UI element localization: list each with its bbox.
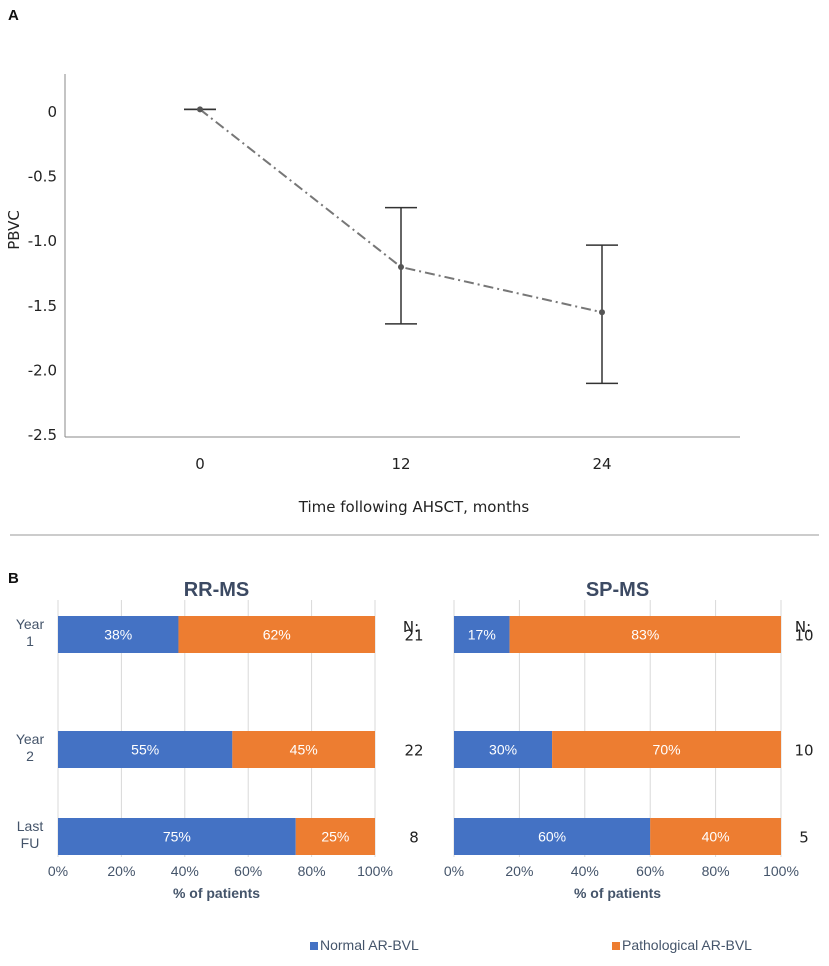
panel-b-xtick-label: 80% <box>298 863 326 879</box>
panel-b-xtick-label: 100% <box>763 863 799 879</box>
panel-b-bar-pathological <box>552 731 781 768</box>
panel-b-bar-normal <box>58 818 296 855</box>
legend-label-normal: Normal AR-BVL <box>320 937 419 953</box>
panel-b-xtick-label: 60% <box>636 863 664 879</box>
legend: Normal AR-BVL Pathological AR-BVL <box>310 937 752 953</box>
panel-b-bar-normal <box>58 616 179 653</box>
panel-b-spms-chart: SP-MS 0% 20% 40% 60% 80% 100% % of patients N: 17… <box>444 579 814 901</box>
panel-b-subtitle: RR-MS <box>184 579 250 601</box>
panel-a-ylabel: PBVC <box>5 210 23 250</box>
panel-b-bar-pathological <box>650 818 781 855</box>
panel-b-xtick-label: 60% <box>234 863 262 879</box>
panel-b-n-value: 10 <box>794 742 813 760</box>
panel-b-n-value: 10 <box>794 627 813 645</box>
panel-b-subtitle: SP-MS <box>586 579 649 601</box>
panel-b-bar-label: 30% <box>489 742 517 758</box>
panel-a-xtick-label: 12 <box>391 455 410 473</box>
panel-b-xtick-label: 0% <box>48 863 68 879</box>
panel-b-bar-label: 45% <box>290 742 318 758</box>
panel-a-xtick-label: 0 <box>195 455 205 473</box>
panel-b-category-label: Year 1 <box>16 616 45 649</box>
panel-b-xtick-label: 80% <box>702 863 730 879</box>
panel-b-bar-label: 55% <box>131 742 159 758</box>
panel-b-n-value: 5 <box>799 829 809 847</box>
panel-a-data-point <box>197 106 203 113</box>
legend-label-pathological: Pathological AR-BVL <box>622 937 752 953</box>
panel-a-data-point <box>599 309 605 316</box>
panel-b-n-value: 8 <box>409 829 419 847</box>
panel-b-n-header: N: <box>795 618 811 636</box>
panel-a-ytick-label: -2.0 <box>28 361 57 379</box>
panel-b-n-value: 21 <box>404 627 423 645</box>
panel-b-bar-label: 38% <box>104 627 132 643</box>
panel-b-bar-pathological <box>295 818 375 855</box>
panel-label-a: A <box>8 7 19 24</box>
panel-b-xtick-label: 40% <box>571 863 599 879</box>
panel-b-bar-normal <box>454 616 510 653</box>
panel-b-category-label: Year 2 <box>16 731 45 764</box>
panel-a-line-chart: PBVC Time following AHSCT, months 0 -0.5 -… <box>5 74 740 516</box>
panel-b-bar-label: 62% <box>263 627 291 643</box>
panel-b-bar-normal <box>454 818 651 855</box>
panel-b-bar-label: 25% <box>321 829 349 845</box>
panel-a-data-point <box>398 264 404 271</box>
panel-b-n-header: N: <box>403 618 419 636</box>
panel-b-xtick-label: 100% <box>357 863 393 879</box>
panel-b-bar-normal <box>58 731 233 768</box>
panel-a-ytick-label: -1.5 <box>28 297 57 315</box>
panel-b-bar-label: 70% <box>653 742 681 758</box>
panel-a-ytick-label: -2.5 <box>28 426 57 444</box>
panel-b-xtick-label: 0% <box>444 863 464 879</box>
panel-a-ytick-label: -1.0 <box>28 232 57 250</box>
panel-a-ytick-label: -0.5 <box>28 168 57 186</box>
panel-b-category-label: Last FU <box>17 818 44 851</box>
panel-b-bar-label: 75% <box>163 829 191 845</box>
panel-a-xlabel: Time following AHSCT, months <box>298 498 530 516</box>
panel-b-bar-label: 17% <box>468 627 496 643</box>
panel-b-bar-pathological <box>232 731 375 768</box>
panel-b-bar-label: 60% <box>538 829 566 845</box>
legend-swatch-pathological <box>612 942 620 950</box>
panel-b-bar-normal <box>454 731 553 768</box>
panel-b-xtick-label: 40% <box>171 863 199 879</box>
panel-b-xtick-label: 20% <box>107 863 135 879</box>
panel-b-n-value: 22 <box>404 742 423 760</box>
panel-b-bar-label: 40% <box>702 829 730 845</box>
panel-b-bar-pathological <box>509 616 781 653</box>
panel-b-rrms-chart: RR-MS 0% 20% 40% 60% 80% 100% % of patients N: 38… <box>16 579 424 901</box>
panel-b-bar-pathological <box>178 616 375 653</box>
panel-b-xlabel: % of patients <box>574 885 661 901</box>
panel-label-b: B <box>8 570 19 587</box>
panel-b-xtick-label: 20% <box>505 863 533 879</box>
panel-b-bar-label: 83% <box>631 627 659 643</box>
panel-b-xlabel: % of patients <box>173 885 260 901</box>
panel-a-ytick-label: 0 <box>47 103 57 121</box>
legend-swatch-normal <box>310 942 318 950</box>
panel-a-xtick-label: 24 <box>592 455 611 473</box>
